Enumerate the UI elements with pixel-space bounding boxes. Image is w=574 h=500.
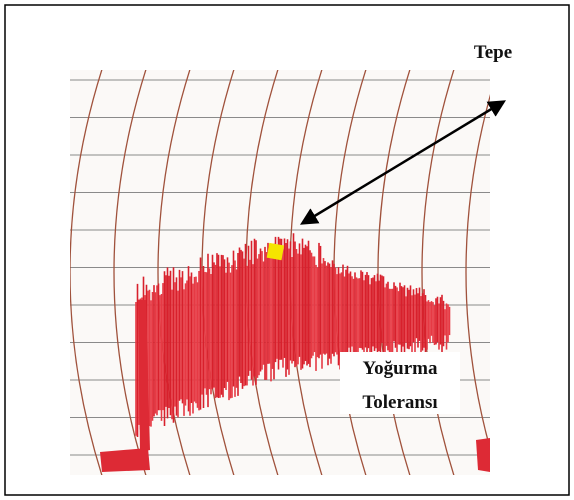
tolerance-label: Toleransı xyxy=(362,392,437,413)
peak-marker xyxy=(267,243,284,260)
page: {"labels": {"peak": "Tepe", "tolerance":… xyxy=(0,0,574,500)
figure: Tepe Yoğurma Toleransı xyxy=(0,0,574,500)
peak-label: Tepe xyxy=(474,42,512,63)
trace-tail xyxy=(100,448,150,472)
tolerance-label: Yoğurma xyxy=(363,358,438,379)
trace-tail xyxy=(476,438,490,472)
